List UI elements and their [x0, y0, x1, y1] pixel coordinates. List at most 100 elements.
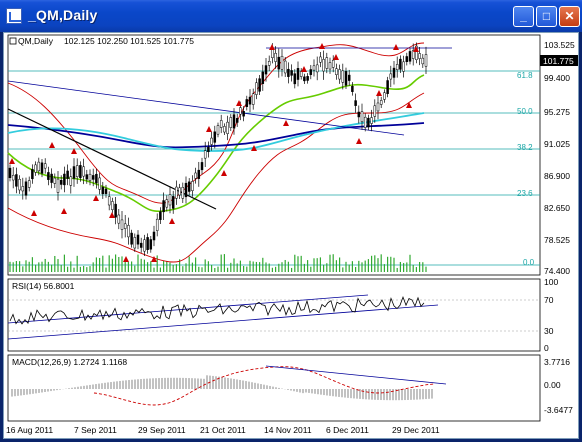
macd-bar [104, 382, 106, 389]
macd-bar [245, 381, 247, 389]
macd-bar [266, 385, 268, 389]
volume-bar [339, 257, 341, 272]
macd-bar [350, 389, 352, 399]
candle-body [303, 76, 306, 82]
macd-bar [359, 389, 361, 399]
volume-bar [57, 259, 59, 272]
macd-bar [260, 384, 262, 389]
volume-bar [47, 261, 49, 272]
macd-bar [227, 377, 229, 389]
macd-bar [212, 375, 214, 389]
candle-body [319, 56, 322, 63]
channel-line[interactable] [7, 80, 405, 136]
volume-bar [73, 267, 75, 272]
volume-bar [140, 258, 142, 272]
candle-body [402, 61, 405, 72]
macd-bar [206, 375, 208, 389]
volume-bar [403, 263, 405, 272]
volume-bar [127, 261, 129, 272]
macd-bar [305, 389, 307, 393]
fractal-arrow [206, 126, 212, 132]
volume-bar [358, 260, 360, 272]
macd-bar [221, 377, 223, 389]
volume-bar [44, 258, 46, 272]
volume-bar [252, 261, 254, 272]
volume-bar [172, 265, 174, 272]
volume-bar [409, 254, 411, 272]
candle-body [338, 69, 341, 80]
macd-bar [248, 381, 250, 389]
macd-tick: 0.00 [544, 380, 561, 390]
chart-app-icon[interactable] [6, 8, 22, 24]
volume-bar [303, 263, 305, 272]
time-tick: 21 Oct 2011 [200, 425, 246, 435]
candle-body [315, 64, 319, 73]
fractal-arrow [333, 54, 339, 60]
candle-body [376, 102, 380, 112]
candle-body [399, 58, 402, 70]
macd-bar [146, 378, 148, 389]
macd-bar [200, 378, 202, 389]
volume-bar [182, 266, 184, 272]
price-tick: 74.400 [544, 266, 570, 276]
macd-trendline[interactable] [265, 365, 447, 385]
volume-bars [9, 254, 427, 272]
macd-bar [71, 387, 73, 389]
fractal-arrow [319, 43, 325, 49]
title-bar[interactable]: _QM,Daily _ □ ✕ [0, 0, 582, 32]
macd-bar [179, 377, 181, 389]
minimize-button[interactable]: _ [513, 6, 534, 27]
macd-bar [425, 389, 427, 400]
volume-bar [70, 261, 72, 272]
candle-body [232, 114, 236, 129]
candle-body [264, 65, 268, 75]
macd-bar [296, 389, 298, 392]
candle-body [258, 78, 261, 92]
candle-body [309, 69, 313, 75]
chart-canvas[interactable]: 61.8 50.0 38.2 23.6 0.0 103.52 [4, 33, 580, 440]
macd-bar [56, 389, 58, 391]
macd-bar [167, 377, 169, 389]
price-tick: 103.525 [544, 40, 575, 50]
volume-bar [342, 267, 344, 272]
downtrend-line[interactable] [7, 108, 217, 210]
volume-bar [143, 259, 145, 272]
macd-bar [149, 378, 151, 389]
candle-body [120, 219, 124, 230]
macd-bar [158, 378, 160, 389]
volume-bar [211, 264, 213, 272]
candle-body [139, 242, 143, 248]
candle-body [389, 73, 393, 80]
volume-bar [131, 261, 133, 272]
volume-bar [169, 262, 171, 272]
price-tick: 86.900 [544, 171, 570, 181]
volume-bar [86, 267, 88, 272]
macd-bar [344, 389, 346, 398]
candle-body [357, 111, 361, 118]
candle-body [226, 121, 229, 134]
chart-area[interactable]: 61.8 50.0 38.2 23.6 0.0 103.52 [3, 32, 579, 439]
volume-bar [60, 264, 62, 272]
candle-body [111, 201, 114, 210]
price-tick: 91.025 [544, 139, 570, 149]
volume-bar [214, 267, 216, 272]
time-tick: 14 Nov 2011 [264, 425, 312, 435]
close-button[interactable]: ✕ [559, 6, 580, 27]
volume-bar [387, 256, 389, 272]
time-tick: 7 Sep 2011 [74, 425, 117, 435]
candle-body [360, 111, 364, 122]
rsi-trendline-lower[interactable] [7, 304, 439, 340]
candle-body [283, 60, 287, 74]
candle-body [69, 176, 73, 186]
macd-bar [59, 389, 61, 390]
macd-bar [335, 389, 337, 397]
candle-body [293, 73, 297, 85]
candle-body [101, 186, 105, 195]
current-price-label: 101.775 [543, 56, 574, 66]
macd-bar [338, 389, 340, 397]
fractal-arrow [109, 212, 115, 218]
macd-bar [197, 378, 199, 389]
collapse-icon[interactable] [9, 37, 17, 45]
maximize-button[interactable]: □ [536, 6, 557, 27]
fractal-arrow [356, 138, 362, 144]
